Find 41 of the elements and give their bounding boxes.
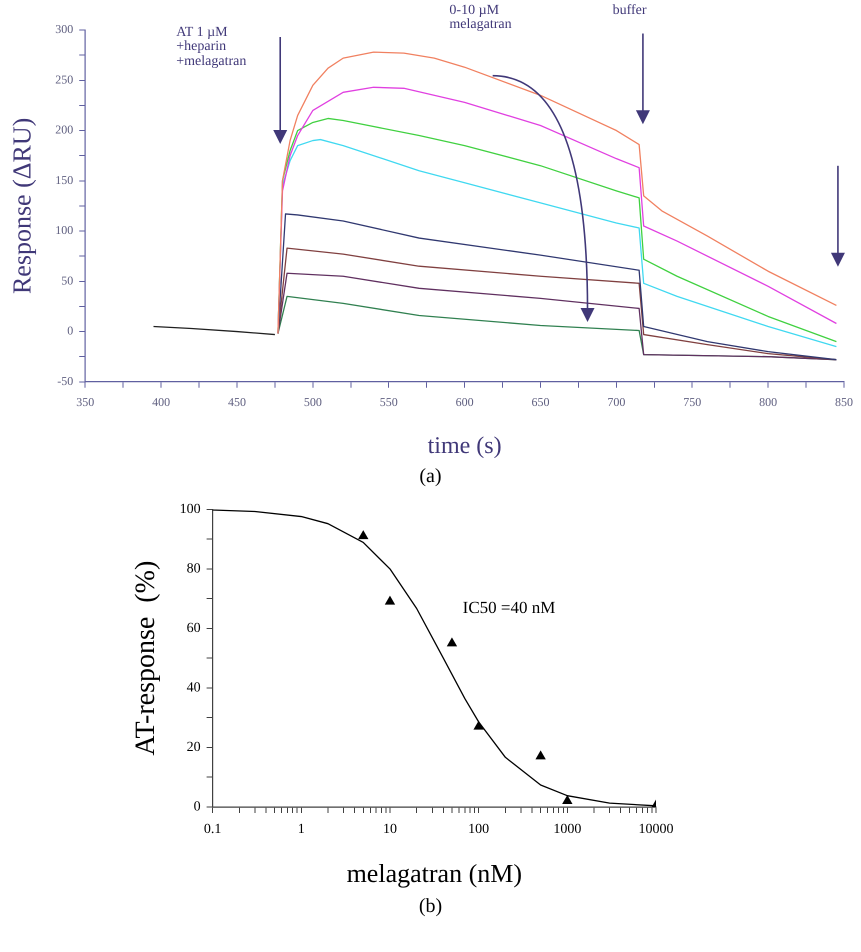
y-axis-title: Response (ΔRU): [7, 118, 36, 294]
y-tick-label: 40: [186, 680, 201, 696]
y-tick-label: 100: [180, 502, 201, 518]
annotation: 0-10 µM melagatran: [449, 2, 512, 33]
x-tick-label: 700: [607, 395, 626, 410]
x-tick-label: 650: [531, 395, 550, 410]
y-tick-label: 50: [61, 273, 74, 288]
x-tick-label: 500: [304, 395, 322, 410]
y-axis-title: AT-response (%): [130, 560, 162, 756]
y-tick-label: 250: [55, 72, 74, 86]
x-tick-label: 550: [380, 395, 398, 410]
x-axis-title: melagatran (nM): [346, 859, 522, 888]
y-tick-label: 100: [55, 223, 74, 238]
y-tick-label: 300: [55, 22, 74, 36]
y-tick-label: 60: [186, 621, 201, 636]
x-tick-label: 400: [152, 395, 170, 410]
y-tick-label: 20: [186, 740, 201, 756]
x-tick-label: 350: [76, 395, 94, 410]
y-tick-label: -50: [57, 374, 74, 388]
text: buffer: [612, 2, 647, 18]
x-tick-label: 1000: [553, 822, 582, 838]
text: (a): [418, 465, 443, 489]
x-tick-label: 850: [835, 395, 853, 410]
y-tick-label: 150: [55, 172, 74, 187]
x-tick-label: 0.1: [204, 822, 222, 838]
x-tick-label: 10000: [638, 822, 674, 838]
y-tick-label: 0: [194, 800, 201, 815]
y-tick-label: 0: [67, 324, 74, 338]
x-axis-title: time (s): [428, 432, 502, 459]
text: (b): [418, 895, 444, 919]
annotation: AT 1 µM +heparin +melagatran: [176, 24, 246, 70]
y-tick-label: 200: [55, 122, 74, 137]
x-tick-label: 100: [468, 822, 490, 838]
y-tick-label: 80: [186, 562, 201, 577]
annotation: IC50 =40 nM: [462, 598, 556, 617]
x-tick-label: 1: [298, 822, 305, 838]
x-tick-label: 800: [759, 395, 778, 410]
x-tick-label: 10: [382, 822, 397, 838]
x-tick-label: 750: [683, 395, 702, 410]
x-tick-label: 450: [228, 395, 246, 410]
x-tick-label: 600: [456, 395, 474, 410]
